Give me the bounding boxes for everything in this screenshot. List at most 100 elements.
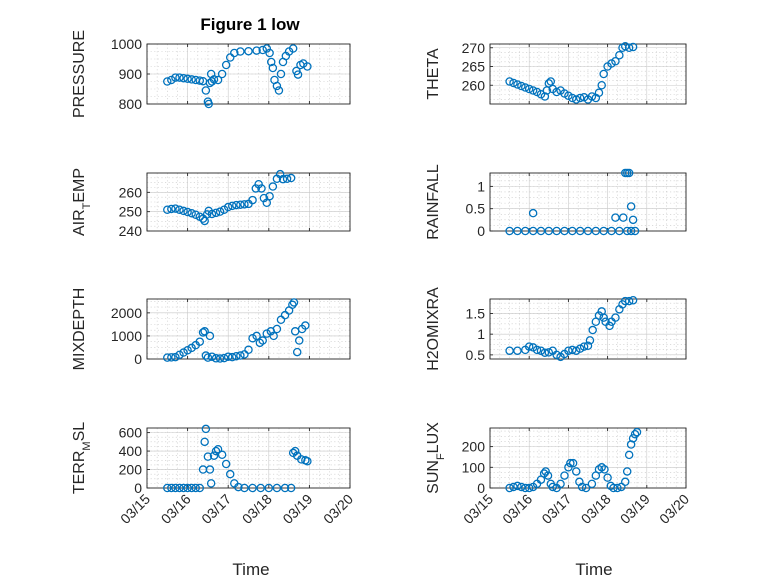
data-point	[620, 296, 630, 306]
data-point	[175, 483, 184, 493]
data-point	[274, 86, 284, 95]
chart-panel-air_temp: 240 250 260 AIRTEMP	[71, 168, 351, 239]
data-point	[207, 209, 217, 219]
data-point	[171, 204, 180, 213]
y-tick-label: 100	[462, 459, 486, 475]
data-point	[541, 467, 550, 476]
data-point	[163, 205, 172, 214]
data-point	[179, 348, 188, 357]
data-point	[217, 450, 227, 460]
data-point	[517, 81, 526, 91]
data-point	[566, 458, 575, 468]
data-point	[213, 75, 223, 85]
data-point	[575, 93, 585, 103]
data-point	[272, 81, 282, 91]
data-point	[236, 200, 245, 209]
y-axis-label-pressure: PRESSURE	[71, 30, 88, 118]
data-point	[215, 207, 225, 216]
axes-box	[146, 298, 351, 360]
data-point	[546, 77, 556, 86]
x-axis-label-right: Time	[575, 560, 612, 579]
data-point	[203, 452, 213, 461]
data-point	[209, 75, 219, 84]
data-point	[240, 200, 249, 209]
x-tick-label: 03/17	[538, 491, 574, 527]
data-point	[628, 215, 638, 225]
data-point	[191, 483, 200, 493]
data-point	[532, 345, 542, 355]
y-axis-label-terr_msl: TERRMSL	[71, 422, 93, 494]
data-point	[236, 351, 245, 360]
data-point	[264, 483, 274, 493]
data-point	[163, 353, 172, 362]
data-point	[225, 469, 235, 479]
data-point	[201, 86, 211, 95]
data-point	[540, 92, 550, 101]
data-point	[183, 345, 192, 355]
y-tick-label: 0.5	[466, 347, 486, 363]
x-axis-label-left: Time	[232, 560, 269, 579]
data-point	[290, 446, 300, 456]
data-point	[215, 354, 225, 363]
data-point	[564, 463, 573, 472]
y-tick-label: 270	[462, 40, 486, 56]
data-point	[303, 62, 312, 71]
data-point	[628, 295, 638, 305]
data-point	[568, 458, 578, 468]
data-point	[276, 69, 286, 79]
axes-box	[146, 172, 351, 232]
data-point	[248, 483, 257, 493]
axes-box	[489, 172, 687, 232]
y-tick-label: 250	[119, 204, 143, 220]
y-tick-label: 0	[134, 351, 142, 367]
data-point	[195, 483, 205, 493]
data-point	[286, 483, 296, 493]
data-point	[200, 327, 209, 336]
y-tick-label: 1	[477, 178, 485, 194]
data-point	[217, 69, 227, 79]
data-point	[599, 313, 608, 322]
data-point	[179, 73, 188, 83]
data-point	[303, 456, 312, 466]
data-point	[230, 48, 239, 58]
data-point	[297, 455, 306, 464]
data-point	[272, 483, 282, 493]
data-point	[513, 481, 522, 491]
data-point	[282, 174, 292, 184]
y-tick-label: 1.5	[466, 305, 486, 321]
y-axis-label-theta: THETA	[425, 48, 442, 100]
data-point	[225, 53, 235, 62]
data-point	[548, 482, 557, 492]
data-point	[626, 226, 636, 236]
y-tick-label: 400	[119, 443, 143, 459]
data-point	[198, 328, 208, 337]
data-point	[577, 482, 587, 492]
y-axis-label-h2omixra: H2OMIXRA	[425, 287, 442, 371]
data-point	[611, 213, 620, 222]
data-point	[632, 427, 642, 437]
y-tick-label: 1000	[111, 328, 142, 344]
data-point	[521, 483, 530, 493]
data-point	[581, 483, 591, 493]
data-point	[628, 42, 638, 52]
data-point	[288, 44, 298, 53]
data-point	[560, 471, 569, 480]
data-point	[262, 44, 272, 53]
data-point	[258, 336, 267, 345]
data-point	[183, 483, 192, 493]
data-point	[599, 69, 608, 79]
y-tick-label: 260	[119, 184, 143, 200]
data-point	[293, 70, 303, 79]
data-point	[244, 345, 253, 355]
data-point	[207, 77, 217, 86]
y-tick-label: 800	[119, 96, 143, 112]
data-point	[505, 483, 514, 493]
x-tick-label: 03/16	[158, 491, 194, 527]
data-point	[244, 46, 253, 56]
data-point	[268, 182, 278, 191]
y-axis-label-mixdepth: MIXDEPTH	[71, 288, 88, 371]
data-point	[611, 57, 620, 66]
data-point	[600, 465, 609, 474]
data-point	[183, 207, 192, 217]
x-tick-label: 03/20	[320, 491, 356, 527]
